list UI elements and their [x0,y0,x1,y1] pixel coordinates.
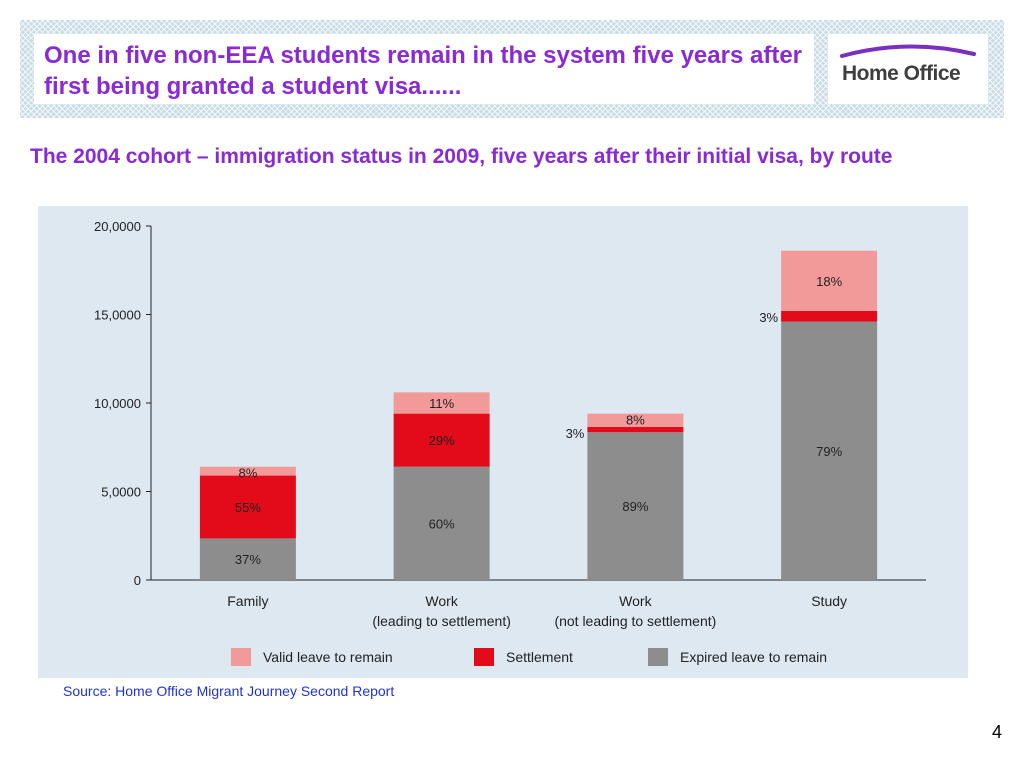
data-label: 3% [759,310,778,325]
bar-segment [587,413,684,427]
bar-segment [199,538,296,580]
data-label: 89% [622,499,648,514]
bar-segment [781,310,878,322]
bar-segment [393,413,490,467]
x-tick-label: (not leading to settlement) [554,613,716,629]
y-tick-label: 20,0000 [94,219,141,234]
x-tick-label: Family [227,593,268,609]
data-label: 29% [429,433,455,448]
chart-title: The 2004 cohort – immigration status in … [30,145,893,168]
data-label: 8% [626,413,645,428]
x-tick-label: Work [425,593,458,609]
bar-segment [781,250,878,311]
source-note: Source: Home Office Migrant Journey Seco… [63,683,395,699]
x-tick-label: (leading to settlement) [372,613,511,629]
legend-label: Expired leave to remain [680,649,827,665]
data-label: 11% [429,396,454,411]
bar-segment [587,432,684,580]
data-label: 18% [816,274,842,289]
logo-text: Home Office [842,62,961,85]
bar-segment [199,475,296,539]
legend-swatch [231,648,251,666]
data-label: 37% [235,552,261,567]
data-label: 55% [235,500,261,515]
title-box: One in five non-EEA students remain in t… [34,34,814,104]
x-tick-label: Study [811,593,847,609]
legend-label: Settlement [506,649,573,665]
bar-segment [199,466,296,476]
stacked-bar-chart: 0 5,0000 10,0000 15,0000 20,0000 37% 55% 8% Fami… [94,219,926,666]
data-label: 60% [429,516,455,531]
home-office-logo: Home Office [828,34,988,104]
y-tick-label: 10,0000 [94,396,141,411]
data-label: 8% [238,466,257,481]
y-tick-label: 15,0000 [94,308,141,323]
legend-label: Valid leave to remain [263,649,393,665]
page-number: 4 [991,722,1002,742]
legend-swatch [648,648,668,666]
logo-swoosh-icon [840,44,976,58]
data-label: 3% [566,426,585,441]
x-tick-label: Work [619,593,652,609]
chart-panel: 0 5,0000 10,0000 15,0000 20,0000 37% 55% 8% Fami… [38,206,968,678]
legend-swatch [474,648,494,666]
bar-segment [393,466,490,580]
y-tick-label: 5,0000 [101,485,141,500]
slide-title: One in five non-EEA students remain in t… [44,42,803,100]
bar-segment [393,392,490,414]
data-label: 79% [816,444,842,459]
bar-segment [587,426,684,433]
bar-segment [781,321,878,580]
y-tick-label: 0 [134,573,141,588]
